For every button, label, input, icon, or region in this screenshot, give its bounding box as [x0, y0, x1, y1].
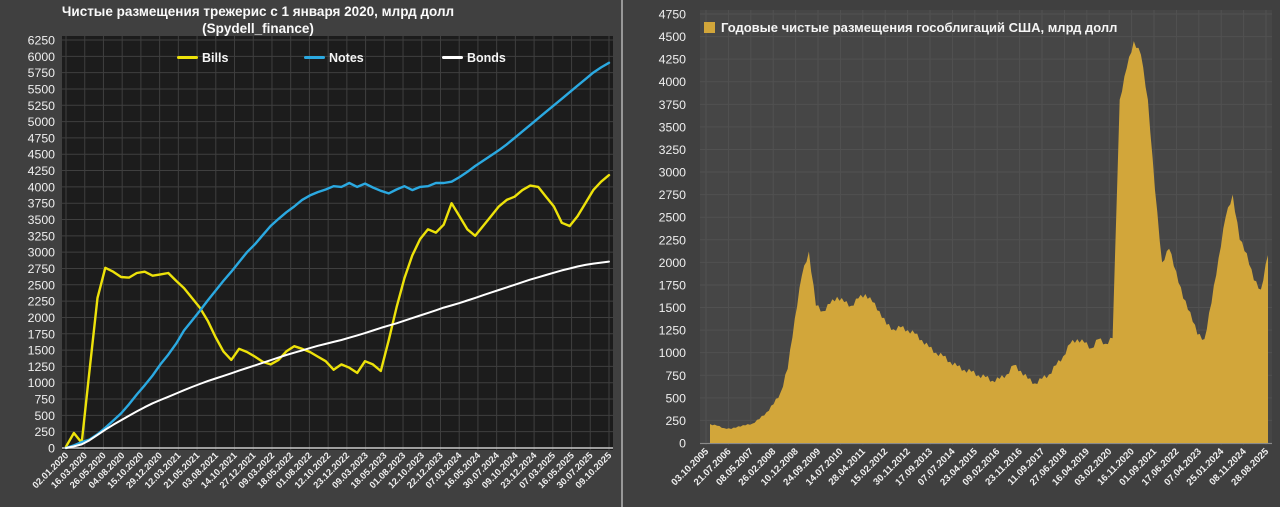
svg-text:750: 750 — [665, 369, 686, 383]
svg-text:3000: 3000 — [659, 166, 687, 180]
svg-text:4500: 4500 — [28, 148, 56, 162]
svg-text:2000: 2000 — [659, 256, 687, 270]
left-chart-title-block: Чистые размещения трежерис с 1 января 20… — [0, 3, 516, 37]
svg-text:3250: 3250 — [28, 229, 56, 243]
svg-text:6000: 6000 — [28, 50, 56, 64]
svg-text:2250: 2250 — [28, 295, 56, 309]
right-chart-y-axis-labels: 0 250 500 750 1000 1250 1500 1750 2000 2250 2500 27… — [659, 8, 687, 451]
legend-item-bills: Bills — [177, 50, 228, 65]
svg-text:1750: 1750 — [659, 278, 687, 292]
right-chart-legend: Годовые чистые размещения гособлигаций С… — [704, 20, 1117, 35]
svg-text:750: 750 — [34, 393, 55, 407]
svg-text:1250: 1250 — [28, 360, 56, 374]
left-chart-subtitle: (Spydell_finance) — [202, 21, 314, 36]
svg-text:4500: 4500 — [659, 30, 687, 44]
legend-item-notes: Notes — [304, 50, 364, 65]
svg-text:3750: 3750 — [659, 98, 687, 112]
svg-text:1000: 1000 — [28, 376, 56, 390]
svg-text:500: 500 — [34, 409, 55, 423]
svg-text:5500: 5500 — [28, 82, 56, 96]
left-chart-x-axis-labels: 02.01.202016.03.202026.05.202004.08.2020… — [30, 450, 613, 491]
svg-text:3000: 3000 — [28, 246, 56, 260]
left-chart-series-lines — [64, 61, 611, 450]
svg-text:1500: 1500 — [28, 344, 56, 358]
svg-text:1500: 1500 — [659, 301, 687, 315]
svg-text:2000: 2000 — [28, 311, 56, 325]
bonds-line-swatch — [442, 56, 463, 59]
svg-text:2250: 2250 — [659, 233, 687, 247]
notes-legend-label: Notes — [329, 50, 364, 65]
svg-text:5000: 5000 — [28, 115, 56, 129]
notes-line-swatch — [304, 56, 325, 59]
svg-text:1250: 1250 — [659, 324, 687, 338]
svg-text:4250: 4250 — [659, 53, 687, 67]
svg-text:1750: 1750 — [28, 327, 56, 341]
bills-legend-label: Bills — [202, 50, 229, 65]
svg-text:4000: 4000 — [659, 75, 687, 89]
svg-text:4750: 4750 — [28, 131, 56, 145]
svg-text:250: 250 — [665, 414, 686, 428]
svg-text:5250: 5250 — [28, 99, 56, 113]
right-chart-legend-label: Годовые чистые размещения гособлигаций С… — [721, 20, 1118, 35]
svg-text:2750: 2750 — [659, 188, 687, 202]
svg-text:3250: 3250 — [659, 143, 687, 157]
svg-text:4750: 4750 — [659, 8, 687, 22]
svg-text:0: 0 — [48, 442, 55, 456]
svg-text:2750: 2750 — [28, 262, 56, 276]
svg-text:6250: 6250 — [28, 34, 56, 48]
left-chart-plot-background — [62, 36, 613, 450]
svg-text:2500: 2500 — [659, 211, 687, 225]
left-chart-title: Чистые размещения трежерис с 1 января 20… — [61, 4, 455, 19]
svg-text:0: 0 — [679, 437, 686, 451]
svg-text:4250: 4250 — [28, 164, 56, 178]
svg-text:2500: 2500 — [28, 278, 56, 292]
left-chart-gridlines — [62, 36, 613, 450]
svg-text:5750: 5750 — [28, 66, 56, 80]
panel-divider-line — [621, 0, 623, 507]
svg-text:500: 500 — [665, 391, 686, 405]
right-chart-area-series — [710, 41, 1268, 443]
svg-text:1000: 1000 — [659, 346, 687, 360]
svg-text:3500: 3500 — [28, 213, 56, 227]
bills-line-swatch — [177, 56, 198, 59]
bonds-legend-label: Bonds — [467, 50, 506, 65]
svg-text:4000: 4000 — [28, 180, 56, 194]
svg-text:3500: 3500 — [659, 120, 687, 134]
area-square-swatch — [704, 22, 715, 33]
left-chart-y-axis-labels: 0 250 500 750 1000 1250 1500 1750 2000 2250 2500 27… — [28, 34, 56, 456]
right-chart-x-axis-labels: 03.10.200521.07.200608.05.200726.02.2008… — [669, 446, 1271, 488]
svg-text:250: 250 — [34, 425, 55, 439]
legend-item-bonds: Bonds — [442, 50, 506, 65]
svg-text:3750: 3750 — [28, 197, 56, 211]
